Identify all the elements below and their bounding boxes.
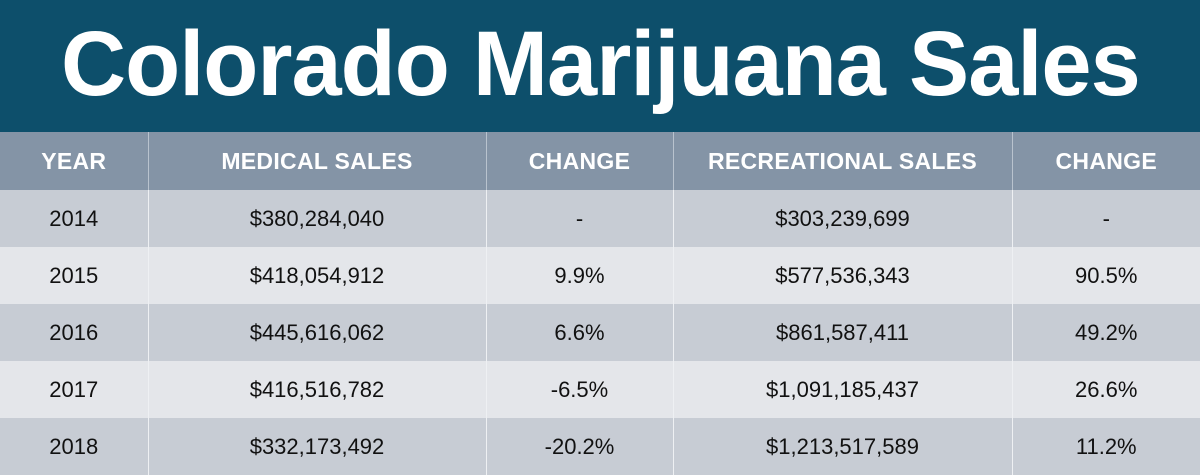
chart-title: Colorado Marijuana Sales <box>60 13 1141 115</box>
year-cell: 2015 <box>0 247 148 304</box>
header-recreational-change: CHANGE <box>1011 132 1200 190</box>
recreational-sales-cell: $1,091,185,437 <box>672 361 1012 418</box>
medical-sales-cell: $445,616,062 <box>147 304 486 361</box>
medical-change-cell: -20.2% <box>485 418 673 475</box>
medical-change-cell: 9.9% <box>485 247 673 304</box>
medical-change-cell: -6.5% <box>485 361 673 418</box>
header-recreational-sales: RECREATIONAL SALES <box>672 132 1012 190</box>
recreational-change-cell: 49.2% <box>1011 304 1200 361</box>
medical-sales-cell: $332,173,492 <box>147 418 486 475</box>
recreational-sales-cell: $303,239,699 <box>672 190 1012 247</box>
medical-sales-cell: $380,284,040 <box>147 190 486 247</box>
table-row: 2016 $445,616,062 6.6% $861,587,411 49.2% <box>0 304 1200 361</box>
year-cell: 2016 <box>0 304 148 361</box>
recreational-sales-cell: $861,587,411 <box>672 304 1012 361</box>
medical-change-cell: - <box>485 190 673 247</box>
table-row: 2014 $380,284,040- $303,239,699- <box>0 190 1200 247</box>
recreational-change-cell: 26.6% <box>1011 361 1200 418</box>
table-body: 2014 $380,284,040- $303,239,699-2015 $418,0… <box>0 190 1200 475</box>
recreational-change-cell: 11.2% <box>1011 418 1200 475</box>
recreational-sales-cell: $577,536,343 <box>672 247 1012 304</box>
table-row: 2015 $418,054,912 9.9% $577,536,343 90.5% <box>0 247 1200 304</box>
year-cell: 2018 <box>0 418 148 475</box>
medical-change-cell: 6.6% <box>485 304 673 361</box>
medical-sales-cell: $416,516,782 <box>147 361 486 418</box>
header-row: YEAR MEDICAL SALES CHANGE RECREATIONAL S… <box>0 132 1200 190</box>
title-banner: Colorado Marijuana Sales <box>0 0 1200 132</box>
header-medical-sales: MEDICAL SALES <box>147 132 486 190</box>
sales-table: YEAR MEDICAL SALES CHANGE RECREATIONAL S… <box>0 132 1200 475</box>
recreational-sales-cell: $1,213,517,589 <box>672 418 1012 475</box>
table-row: 2018 $332,173,492 -20.2% $1,213,517,589 11.2… <box>0 418 1200 475</box>
year-cell: 2017 <box>0 361 148 418</box>
medical-sales-cell: $418,054,912 <box>147 247 486 304</box>
year-cell: 2014 <box>0 190 148 247</box>
table-row: 2017 $416,516,782 -6.5% $1,091,185,437 26.6% <box>0 361 1200 418</box>
header-year: YEAR <box>0 132 148 190</box>
header-medical-change: CHANGE <box>485 132 673 190</box>
recreational-change-cell: - <box>1011 190 1200 247</box>
recreational-change-cell: 90.5% <box>1011 247 1200 304</box>
